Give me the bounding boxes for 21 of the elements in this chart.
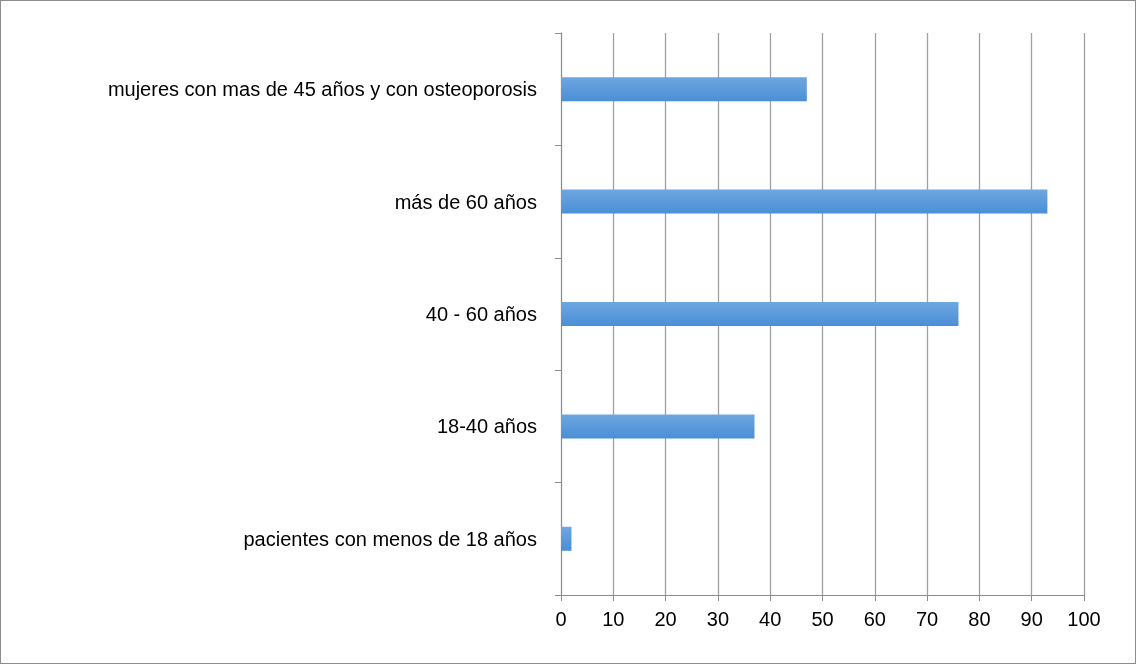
y-tick-label: 18-40 años — [436, 415, 537, 438]
bar — [561, 77, 807, 102]
bar — [561, 189, 1048, 214]
x-tick-label: 70 — [915, 608, 939, 630]
x-tick-label: 80 — [968, 608, 991, 630]
y-tick-label: 40 - 60 años — [425, 303, 537, 325]
x-tick-label: 10 — [602, 608, 625, 630]
x-tick-label: 90 — [1020, 608, 1043, 630]
x-tick-label: 0 — [555, 608, 567, 630]
x-tick-label: 60 — [863, 608, 886, 630]
x-tick-label: 100 — [1067, 608, 1101, 630]
y-tick-label: pacientes con menos de 18 años — [243, 527, 537, 550]
y-tick-label: más de 60 años — [394, 190, 537, 213]
x-tick-label: 50 — [811, 608, 834, 630]
bar — [561, 526, 572, 551]
x-tick-label: 30 — [706, 608, 730, 630]
bar — [561, 414, 755, 439]
x-tick-label: 20 — [654, 608, 677, 630]
bar — [561, 302, 959, 326]
x-tick-label: 40 — [759, 608, 782, 630]
y-tick-label: mujeres con mas de 45 años y con osteoporosis — [107, 78, 537, 101]
